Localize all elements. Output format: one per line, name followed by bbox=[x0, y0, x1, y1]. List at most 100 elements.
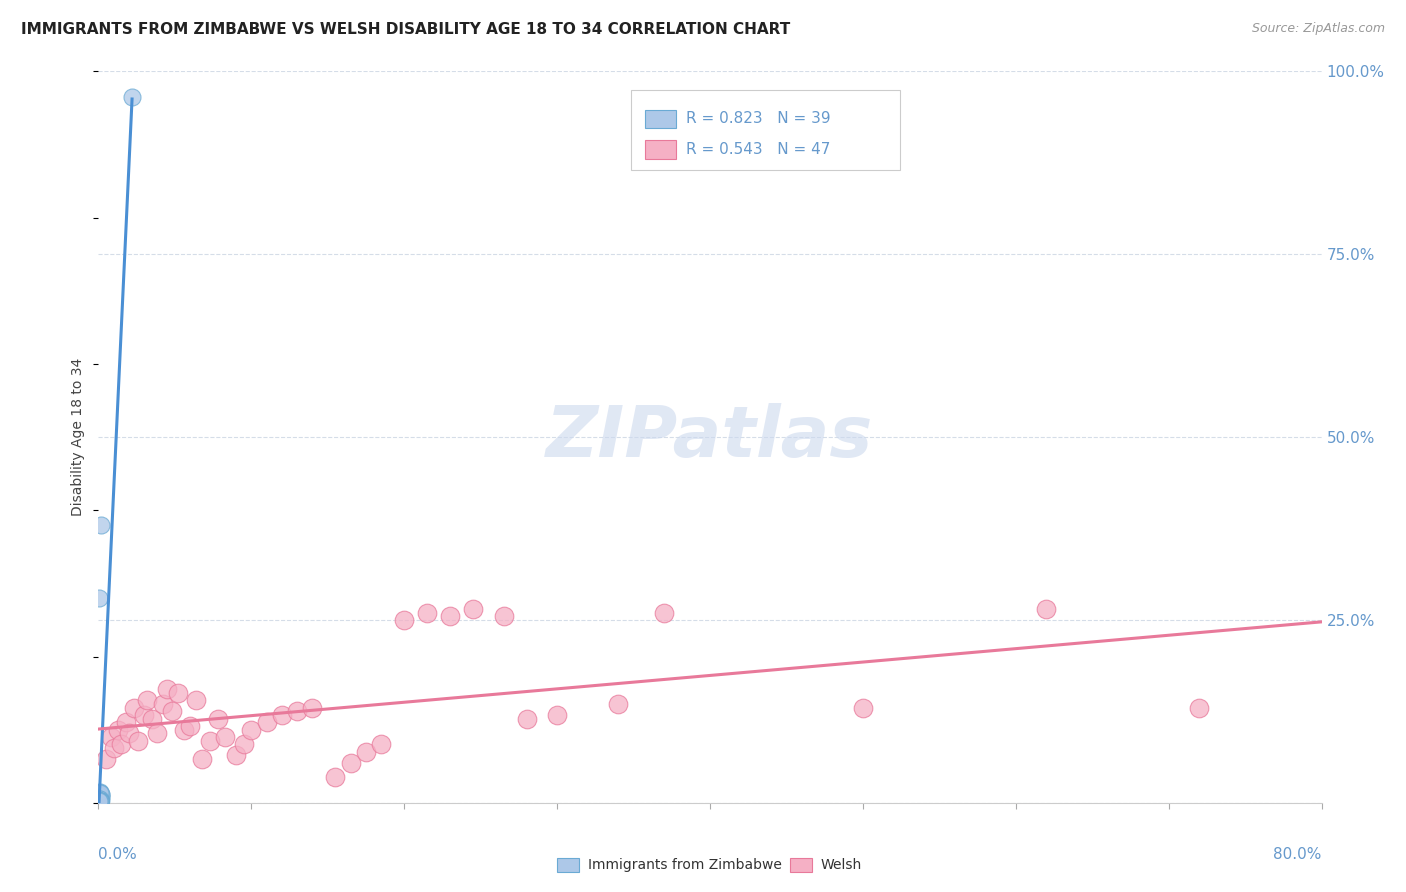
Point bbox=[240, 723, 263, 737]
Point bbox=[1035, 602, 1057, 616]
Text: Welsh: Welsh bbox=[820, 858, 862, 872]
Point bbox=[100, 730, 122, 744]
Point bbox=[160, 705, 183, 719]
Point bbox=[516, 712, 538, 726]
Point bbox=[134, 708, 156, 723]
Point bbox=[89, 794, 111, 808]
Point bbox=[122, 700, 145, 714]
Point bbox=[94, 752, 117, 766]
Point bbox=[207, 712, 229, 726]
Point bbox=[89, 794, 111, 808]
Text: Source: ZipAtlas.com: Source: ZipAtlas.com bbox=[1251, 22, 1385, 36]
Point bbox=[186, 693, 208, 707]
Point bbox=[852, 700, 875, 714]
Point bbox=[90, 793, 112, 807]
Point bbox=[354, 745, 377, 759]
Point bbox=[89, 794, 111, 808]
Point bbox=[492, 609, 515, 624]
Point bbox=[198, 733, 221, 747]
Point bbox=[89, 794, 111, 808]
Point bbox=[89, 789, 111, 804]
Point bbox=[652, 606, 675, 620]
Point bbox=[89, 794, 111, 808]
Point bbox=[89, 787, 111, 801]
Point bbox=[156, 682, 179, 697]
Point bbox=[89, 794, 111, 808]
Point bbox=[89, 794, 111, 808]
Text: IMMIGRANTS FROM ZIMBABWE VS WELSH DISABILITY AGE 18 TO 34 CORRELATION CHART: IMMIGRANTS FROM ZIMBABWE VS WELSH DISABI… bbox=[21, 22, 790, 37]
Point bbox=[90, 517, 112, 532]
Point bbox=[87, 794, 110, 808]
Bar bbox=[557, 858, 579, 871]
Point bbox=[89, 794, 111, 808]
Point bbox=[191, 752, 214, 766]
Point bbox=[89, 792, 111, 806]
Point bbox=[89, 786, 111, 800]
Point bbox=[89, 794, 111, 808]
Point bbox=[89, 789, 111, 804]
Point bbox=[103, 740, 125, 755]
Point bbox=[89, 591, 111, 605]
Point bbox=[121, 90, 143, 104]
Bar bbox=[645, 140, 676, 159]
Point bbox=[285, 705, 308, 719]
Point bbox=[118, 726, 141, 740]
Point bbox=[90, 787, 112, 801]
Text: 0.0%: 0.0% bbox=[98, 847, 138, 862]
Point bbox=[89, 794, 111, 808]
Point bbox=[167, 686, 190, 700]
Bar bbox=[630, 90, 900, 170]
Point bbox=[1188, 700, 1211, 714]
Bar bbox=[645, 110, 676, 128]
Text: R = 0.823   N = 39: R = 0.823 N = 39 bbox=[686, 112, 830, 127]
Point bbox=[370, 737, 392, 751]
Point bbox=[607, 697, 630, 711]
Point bbox=[89, 789, 111, 803]
Point bbox=[339, 756, 361, 770]
Text: Immigrants from Zimbabwe: Immigrants from Zimbabwe bbox=[588, 858, 782, 872]
Point bbox=[89, 792, 111, 806]
Point bbox=[107, 723, 129, 737]
Point bbox=[232, 737, 254, 751]
Point bbox=[89, 794, 111, 808]
Point bbox=[127, 733, 149, 747]
Point bbox=[416, 606, 439, 620]
Point bbox=[546, 708, 568, 723]
Point bbox=[145, 726, 167, 740]
Point bbox=[173, 723, 195, 737]
Point bbox=[89, 792, 111, 806]
Point bbox=[439, 609, 461, 624]
Bar bbox=[790, 858, 811, 871]
Point bbox=[214, 730, 236, 744]
Point bbox=[90, 789, 112, 804]
Point bbox=[89, 794, 111, 808]
Point bbox=[110, 737, 132, 751]
Point bbox=[461, 602, 484, 616]
Point bbox=[89, 794, 111, 808]
Point bbox=[152, 697, 174, 711]
Text: 80.0%: 80.0% bbox=[1274, 847, 1322, 862]
Point bbox=[136, 693, 159, 707]
Y-axis label: Disability Age 18 to 34: Disability Age 18 to 34 bbox=[72, 358, 86, 516]
Point bbox=[89, 794, 111, 808]
Point bbox=[179, 719, 201, 733]
Point bbox=[89, 794, 111, 808]
Point bbox=[325, 770, 347, 784]
Point bbox=[89, 789, 111, 803]
Point bbox=[392, 613, 416, 627]
Point bbox=[89, 789, 111, 803]
Point bbox=[301, 700, 323, 714]
Point bbox=[89, 785, 111, 799]
Point bbox=[89, 792, 111, 806]
Point bbox=[89, 794, 111, 808]
Point bbox=[89, 794, 111, 808]
Point bbox=[90, 789, 112, 803]
Point bbox=[141, 712, 163, 726]
Point bbox=[89, 792, 111, 806]
Point bbox=[225, 748, 247, 763]
Text: ZIPatlas: ZIPatlas bbox=[547, 402, 873, 472]
Point bbox=[270, 708, 292, 723]
Point bbox=[89, 786, 111, 800]
Point bbox=[115, 715, 138, 730]
Point bbox=[256, 715, 278, 730]
